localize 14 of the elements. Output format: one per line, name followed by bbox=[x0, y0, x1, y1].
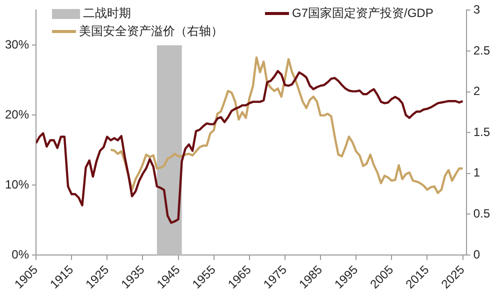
y2-tick-label: 3 bbox=[473, 2, 480, 17]
y2-tick-label: 1 bbox=[473, 166, 480, 180]
y2-tick-label: 0.5 bbox=[473, 206, 490, 220]
legend-label: 二战时期 bbox=[83, 5, 131, 22]
y-tick-label: 10% bbox=[4, 177, 30, 192]
y2-tick-label: 1.5 bbox=[473, 124, 490, 139]
legend-label: G7国家固定资产投资/GDP bbox=[292, 5, 434, 22]
y2-tick-label: 2 bbox=[473, 84, 480, 98]
y2-tick-label: 0 bbox=[473, 247, 480, 262]
y-tick-label: 20% bbox=[4, 107, 30, 122]
y2-tick-label: 2.5 bbox=[473, 43, 490, 58]
y-tick-label: 0% bbox=[12, 247, 30, 262]
y-tick-label: 30% bbox=[4, 37, 30, 52]
legend-label: 美国安全资产溢价（右轴） bbox=[79, 23, 223, 40]
